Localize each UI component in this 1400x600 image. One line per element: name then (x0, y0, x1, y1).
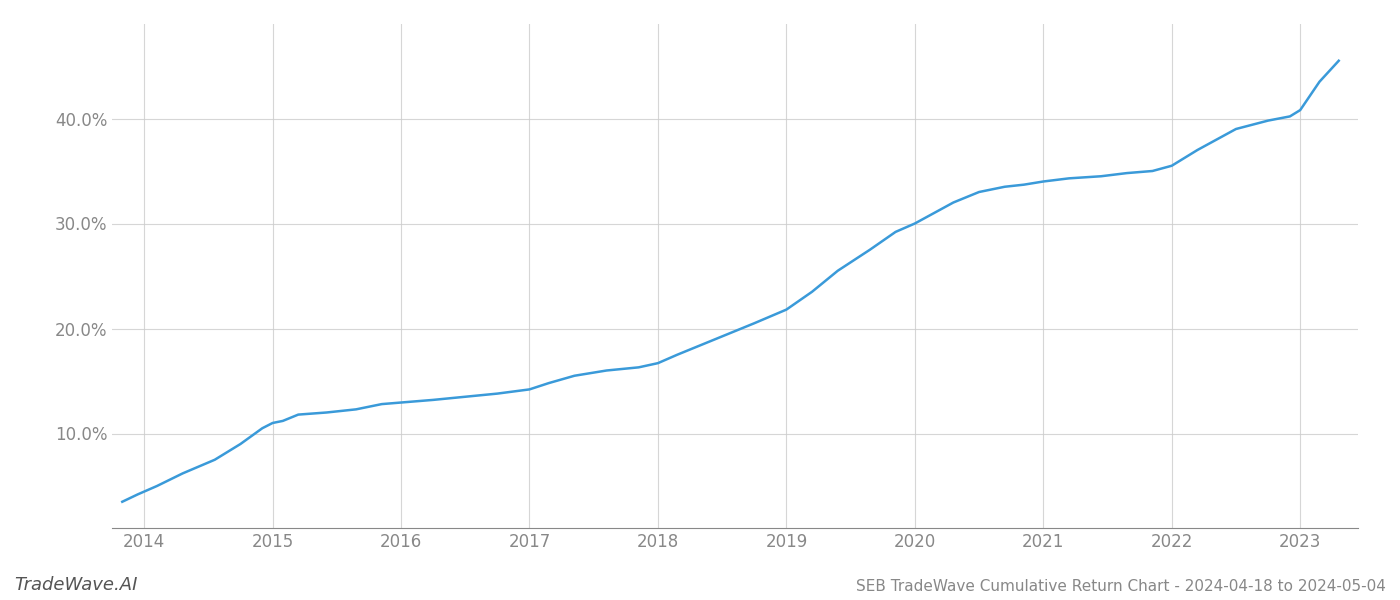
Text: SEB TradeWave Cumulative Return Chart - 2024-04-18 to 2024-05-04: SEB TradeWave Cumulative Return Chart - … (857, 579, 1386, 594)
Text: TradeWave.AI: TradeWave.AI (14, 576, 137, 594)
